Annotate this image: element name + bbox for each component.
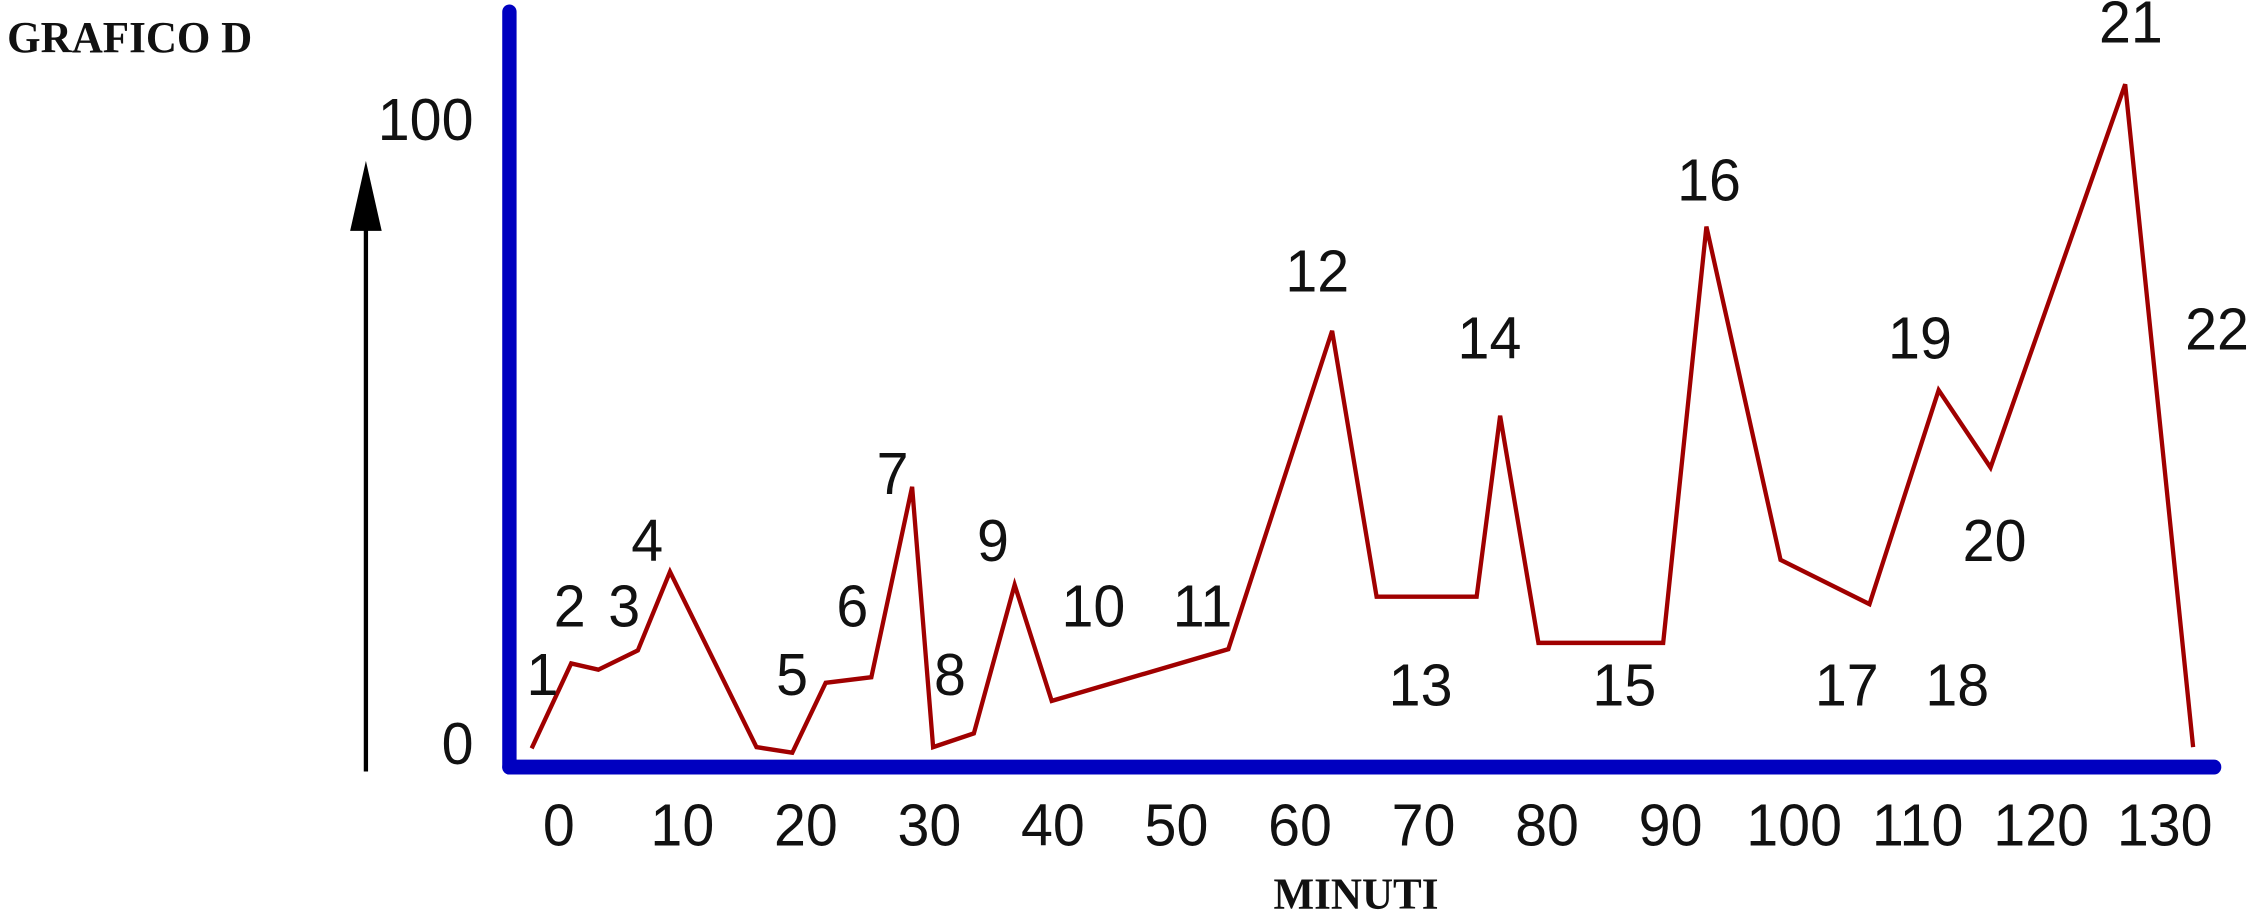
- point-annotation: 18: [1925, 652, 1989, 718]
- x-tick-label: 120: [1993, 792, 2089, 858]
- arrow-head: [350, 160, 382, 231]
- x-tick-label: 110: [1872, 792, 1963, 858]
- point-annotation: 6: [836, 573, 868, 639]
- chart-title: GRAFICO D: [7, 13, 252, 62]
- x-tick-label: 60: [1268, 792, 1332, 858]
- point-annotation: 8: [934, 642, 966, 708]
- data-line: [529, 83, 2196, 756]
- point-annotation: 9: [977, 508, 1009, 574]
- point-annotation: 21: [2099, 0, 2163, 56]
- x-tick-label: 10: [650, 792, 714, 858]
- point-annotation: 7: [877, 441, 909, 507]
- point-annotation: 4: [631, 508, 663, 574]
- x-tick-label: 70: [1392, 792, 1456, 858]
- point-annotation: 3: [608, 573, 640, 639]
- point-annotation: 14: [1458, 305, 1522, 371]
- x-tick-label: 50: [1145, 792, 1209, 858]
- x-tick-label: 130: [2117, 792, 2213, 858]
- x-tick-label: 30: [897, 792, 961, 858]
- x-tick-label: 80: [1515, 792, 1579, 858]
- point-annotation: 5: [776, 642, 808, 708]
- point-annotation: 1: [526, 642, 558, 708]
- point-annotation: 15: [1592, 652, 1656, 718]
- x-tick-label: 0: [543, 792, 575, 858]
- point-annotation: 10: [1062, 573, 1126, 639]
- x-tick-label: 40: [1021, 792, 1085, 858]
- point-annotation: 12: [1285, 238, 1349, 304]
- x-axis-label: MINUTI: [1274, 870, 1439, 919]
- point-annotation: 20: [1963, 508, 2027, 574]
- point-annotation: 17: [1815, 652, 1879, 718]
- point-annotation: 11: [1173, 573, 1233, 639]
- point-annotation: 13: [1389, 652, 1453, 718]
- point-annotation: 2: [554, 573, 586, 639]
- y-tick-label: 0: [442, 711, 474, 777]
- x-tick-label: 20: [774, 792, 838, 858]
- y-tick-label: 100: [378, 87, 474, 153]
- point-annotation: 22: [2185, 296, 2249, 362]
- x-tick-label: 100: [1746, 792, 1842, 858]
- point-annotation: 19: [1888, 305, 1952, 371]
- point-annotation: 16: [1677, 147, 1741, 213]
- x-tick-label: 90: [1639, 792, 1703, 858]
